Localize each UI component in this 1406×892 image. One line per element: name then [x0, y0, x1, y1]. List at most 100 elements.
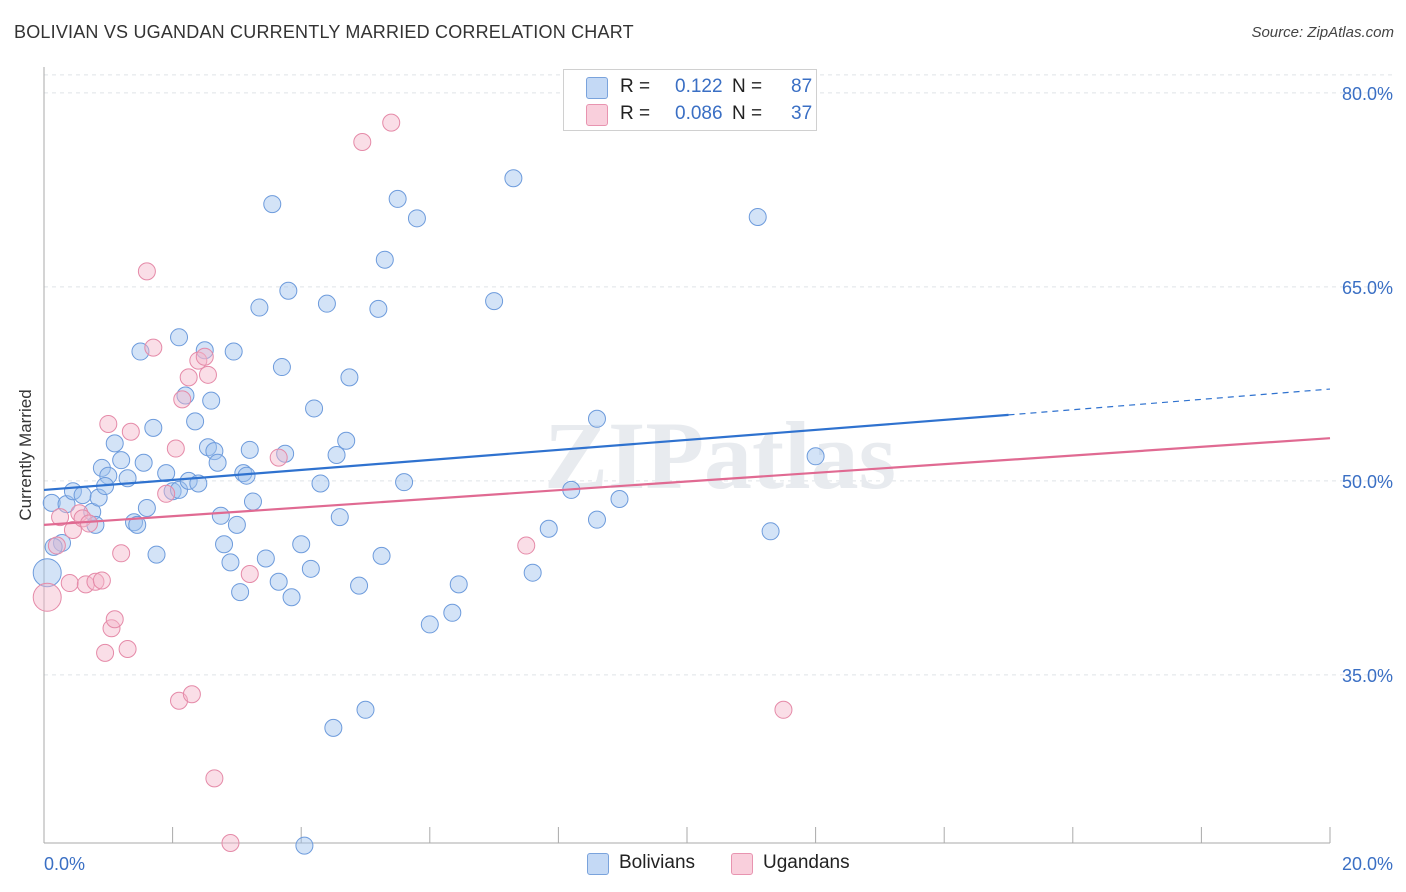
- ugandan-point: [144, 338, 163, 357]
- bolivian-point: [317, 294, 336, 313]
- ugandan-point: [166, 439, 185, 458]
- bolivian-point: [282, 588, 301, 607]
- ugandan-point: [137, 262, 156, 281]
- bolivian-point: [147, 545, 166, 564]
- bolivian-point: [205, 442, 224, 461]
- bolivian-point: [202, 391, 221, 410]
- x-tick-labels: 0.0% 20.0%: [44, 854, 1393, 874]
- bolivian-point: [327, 446, 346, 464]
- bolivian-point: [250, 298, 269, 317]
- bolivian-point: [449, 575, 468, 594]
- ugandan-point: [121, 422, 140, 441]
- bolivian-point: [240, 440, 259, 459]
- ugandan-point: [269, 448, 288, 467]
- ugandan-point: [157, 484, 176, 503]
- bolivian-point: [256, 549, 275, 568]
- bolivian-point: [292, 535, 311, 554]
- ugandan-point: [195, 347, 214, 366]
- bolivians-label: Bolivians: [619, 852, 696, 873]
- ugandan-point: [774, 700, 793, 719]
- axes: [43, 67, 1331, 844]
- y-tick-label: 50.0%: [1342, 472, 1393, 492]
- r-label: R =: [620, 103, 651, 124]
- bolivian-point: [279, 281, 298, 300]
- bolivian-point: [350, 576, 369, 595]
- ugandans-swatch: [586, 104, 608, 126]
- ugandan-point: [92, 571, 111, 590]
- ugandan-point: [60, 574, 79, 593]
- bolivian-point: [137, 499, 156, 518]
- ugandan-point: [99, 414, 118, 433]
- bolivian-point: [231, 583, 250, 602]
- y-tick-label: 35.0%: [1342, 666, 1393, 686]
- ugandan-point: [382, 113, 401, 132]
- bolivian-point: [89, 488, 108, 507]
- bolivian-point: [369, 299, 388, 318]
- ugandans-label: Ugandans: [763, 852, 850, 873]
- bolivian-point: [375, 250, 394, 269]
- ugandan-point: [517, 536, 536, 555]
- bolivian-point: [395, 473, 414, 492]
- bolivian-point: [186, 412, 205, 431]
- ugandan-point: [105, 610, 124, 629]
- bolivian-point: [610, 489, 629, 508]
- ugandan-point: [221, 834, 240, 852]
- bolivian-point: [53, 533, 72, 552]
- bolivian-point: [340, 368, 359, 387]
- ugandan-point: [353, 133, 372, 152]
- bolivians-swatch: [587, 853, 609, 875]
- ugandan-point: [182, 685, 201, 704]
- bolivian-point: [806, 447, 825, 466]
- bolivian-point: [407, 209, 426, 228]
- x-tick-label: 0.0%: [44, 854, 85, 874]
- bolivian-point: [587, 510, 606, 529]
- y-tick-label: 80.0%: [1342, 84, 1393, 104]
- bolivian-point: [295, 836, 314, 855]
- bolivian-point: [157, 464, 176, 483]
- ugandan-point: [63, 521, 82, 540]
- trend-lines: [43, 388, 1331, 526]
- legend-stats: R = 0.122 N = 87 R = 0.086 N = 37: [563, 69, 817, 131]
- y-tick-label: 65.0%: [1342, 278, 1393, 298]
- bolivian-point: [134, 453, 153, 472]
- ugandan-point: [47, 536, 66, 555]
- ugandan-point: [173, 390, 192, 409]
- bolivian-point: [144, 418, 163, 437]
- bolivian-point: [221, 553, 240, 572]
- ugandans-trend-line: [43, 437, 1331, 526]
- bolivian-point: [324, 718, 343, 737]
- bolivians-trend-line: [43, 413, 1009, 492]
- bolivian-point: [761, 522, 780, 541]
- ugandan-point: [198, 365, 217, 384]
- ugandan-point: [80, 514, 99, 533]
- ugandans-r-value: 0.086: [675, 103, 723, 124]
- bolivian-point: [311, 474, 330, 493]
- ugandan-point: [205, 769, 224, 788]
- bolivian-point: [420, 615, 439, 634]
- bolivians-trend-extension: [1008, 388, 1331, 416]
- bolivians-swatch: [586, 77, 608, 99]
- bolivian-point: [504, 169, 523, 188]
- bolivian-point: [523, 563, 542, 582]
- bolivian-point: [272, 358, 291, 377]
- bolivian-point: [42, 493, 61, 512]
- bolivian-point: [356, 700, 375, 719]
- bolivian-point: [263, 195, 282, 214]
- bolivian-point: [330, 508, 349, 527]
- bolivian-point: [227, 515, 246, 534]
- bolivian-point: [105, 434, 124, 453]
- x-tick-label: 20.0%: [1342, 854, 1393, 874]
- ugandan-point: [51, 508, 70, 527]
- ugandan-point: [240, 564, 259, 583]
- bolivian-point: [243, 492, 262, 511]
- ugandan-point: [96, 643, 115, 662]
- bolivian-point: [539, 519, 558, 538]
- bolivian-point: [224, 342, 243, 361]
- bolivian-point: [443, 603, 462, 622]
- bolivian-point: [269, 572, 288, 591]
- ugandan-point: [32, 582, 62, 612]
- bolivian-point: [215, 535, 234, 554]
- data-points: [32, 113, 825, 855]
- bolivian-point: [32, 558, 62, 588]
- bolivian-point: [587, 409, 606, 428]
